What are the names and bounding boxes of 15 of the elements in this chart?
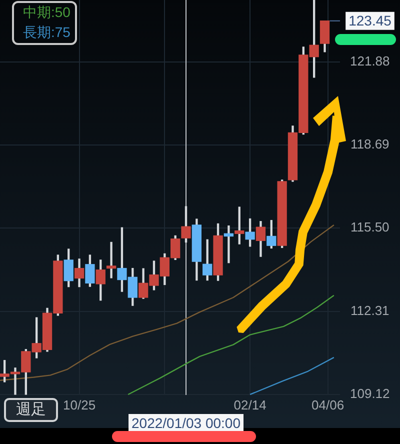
- text: 2022/01/03 00:00: [132, 414, 241, 431]
- x-tick-label: 10/25: [63, 397, 96, 412]
- button: 週足: [4, 398, 58, 422]
- x-tick-label: 02/14: [234, 397, 266, 412]
- candlestick: [224, 225, 234, 264]
- y-tick-label: 121.88: [350, 53, 390, 68]
- x-tick-label: 04/06: [312, 397, 344, 412]
- y-tick-label: 109.12: [350, 386, 390, 402]
- candlestick: [106, 242, 116, 278]
- annotation: 123.45: [348, 12, 392, 29]
- y-tick-label: 118.69: [350, 136, 390, 152]
- y-tick-label: 115.50: [350, 220, 390, 235]
- text: 中期:50: [23, 4, 71, 20]
- text: 長期:75: [23, 24, 71, 40]
- y-tick-label: 112.31: [350, 302, 390, 318]
